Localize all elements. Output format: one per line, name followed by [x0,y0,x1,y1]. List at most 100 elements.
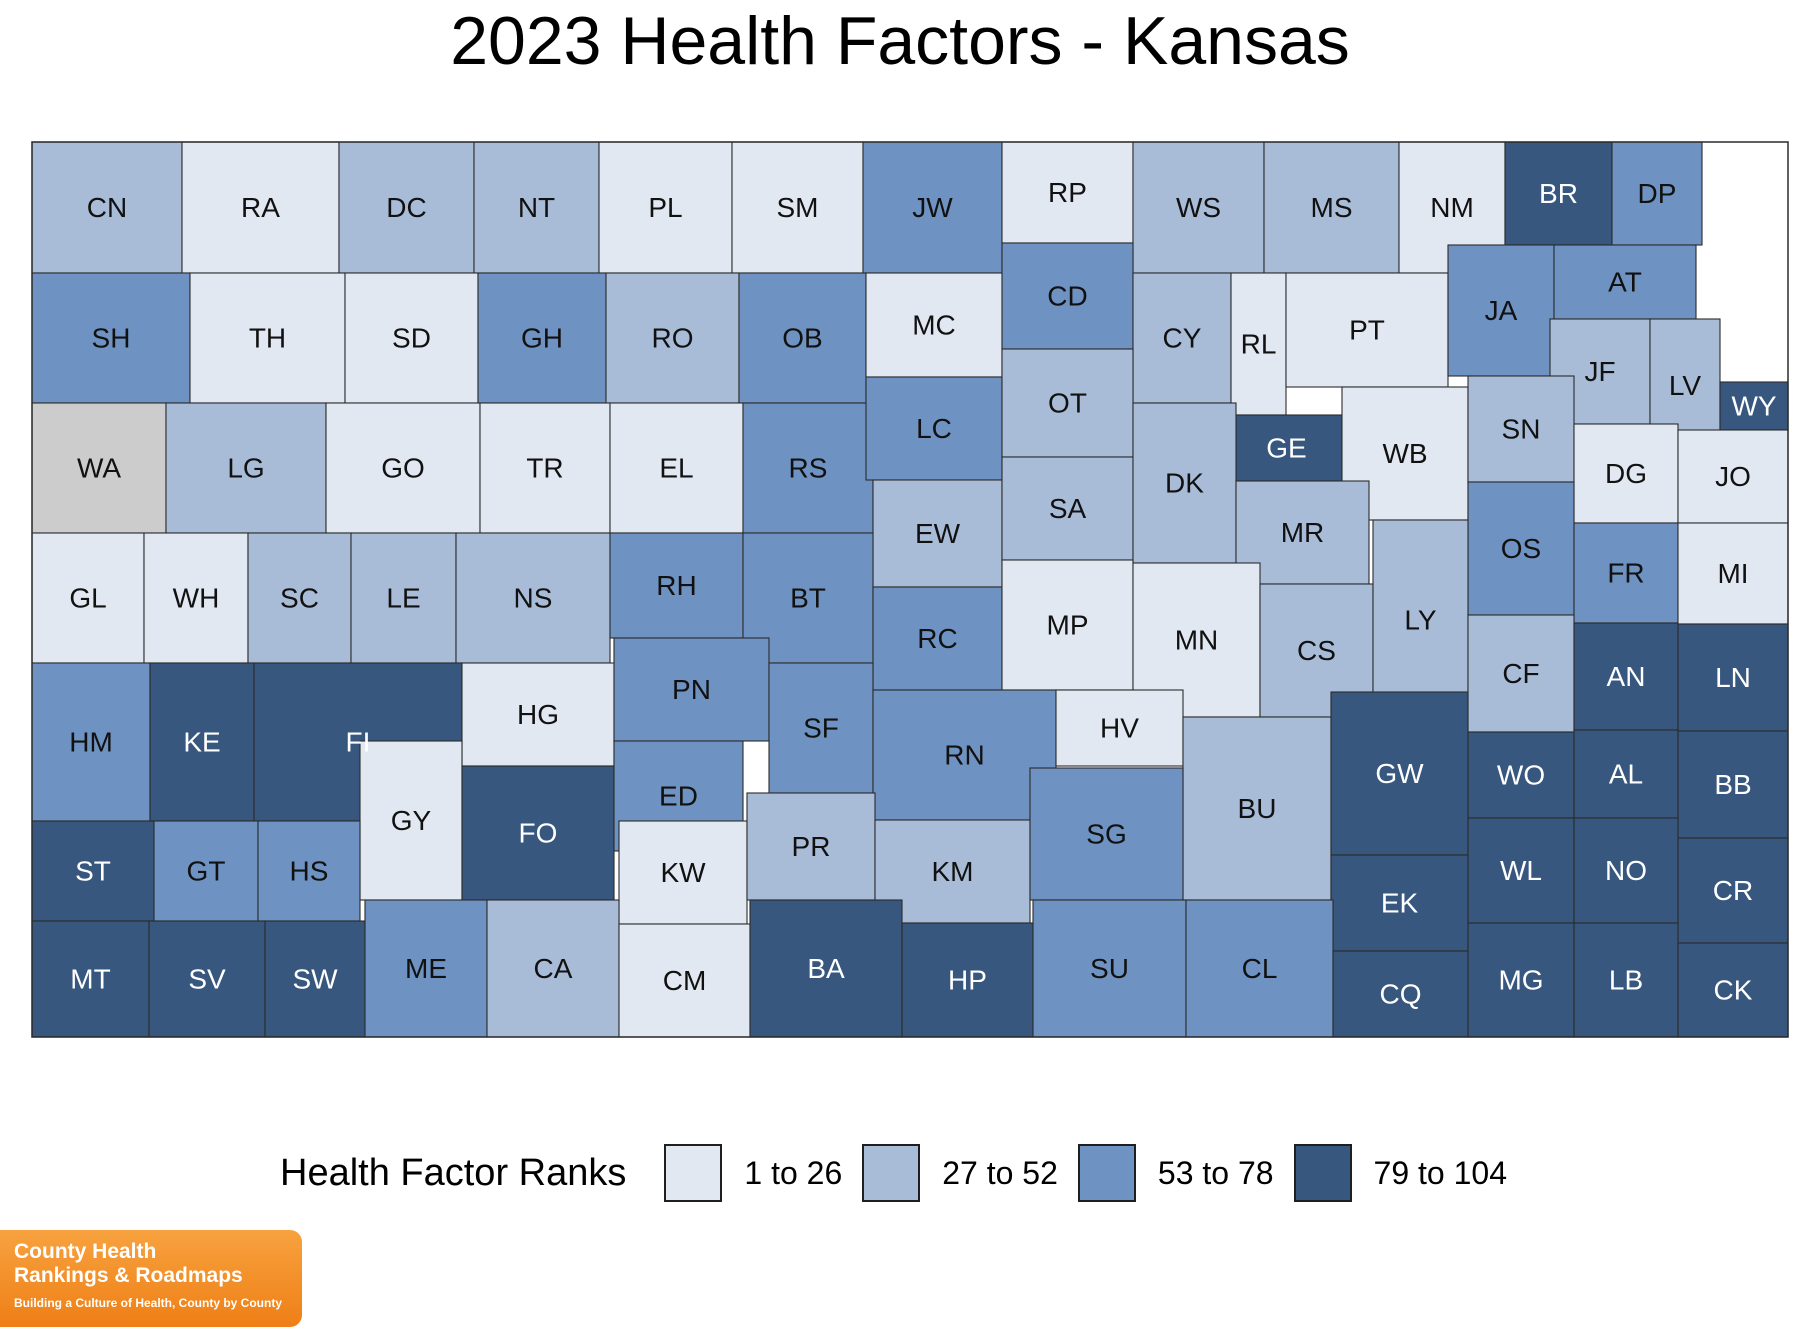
county-label-dc: DC [386,192,426,223]
county-label-ca: CA [534,953,573,984]
county-fr [1573,522,1679,624]
county-label-cl: CL [1242,953,1278,984]
county-mg [1467,922,1575,1038]
county-label-km: KM [932,856,974,887]
county-label-sw: SW [292,964,338,995]
logo-line-1: County Health [14,1240,157,1263]
county-label-mg: MG [1498,965,1543,996]
county-label-ms: MS [1311,192,1353,223]
county-label-rp: RP [1048,177,1087,208]
county-dg [1573,423,1679,524]
county-label-cq: CQ [1380,979,1422,1010]
county-label-dg: DG [1605,458,1647,489]
county-cq [1332,950,1469,1038]
county-mp [1001,559,1134,691]
county-ob [738,272,867,404]
county-sw [264,920,366,1038]
county-label-cs: CS [1297,635,1336,666]
county-ew [872,479,1003,588]
county-hs [257,820,361,922]
county-ca [486,899,620,1038]
county-label-fr: FR [1607,558,1644,589]
county-an [1573,622,1679,731]
county-label-bb: BB [1714,769,1751,800]
county-label-rc: RC [917,623,957,654]
legend-label: 53 to 78 [1157,1154,1274,1191]
county-jw [862,141,1003,274]
county-label-pr: PR [792,831,831,862]
legend-item-tier-4: 79 to 104 [1293,1144,1507,1202]
county-health-rankings-logo: County Health Rankings & Roadmaps Buildi… [0,1230,302,1327]
county-label-sg: SG [1086,819,1126,850]
county-label-rl: RL [1241,329,1277,360]
logo-tagline: Building a Culture of Health, County by … [14,1296,282,1310]
legend-swatch [664,1144,723,1202]
county-su [1032,899,1187,1038]
county-label-br: BR [1539,178,1578,209]
county-label-lg: LG [227,453,264,484]
county-hg [461,662,615,767]
county-fo [461,765,615,901]
county-rp [1001,141,1134,244]
county-label-wa: WA [77,453,121,484]
county-nt [473,141,600,274]
county-ms [1263,141,1400,274]
county-label-mp: MP [1047,610,1089,641]
legend-item-tier-2: 27 to 52 [862,1144,1058,1202]
county-label-ro: RO [652,323,694,354]
county-label-cy: CY [1163,323,1202,354]
county-label-ob: OB [782,323,822,354]
county-label-ke: KE [183,727,220,758]
county-label-sm: SM [777,192,819,223]
county-pt [1285,272,1449,388]
county-kw [618,820,748,925]
legend-label: 79 to 104 [1373,1154,1507,1191]
county-label-wl: WL [1500,855,1542,886]
legend-title: Health Factor Ranks [280,1151,627,1194]
county-label-gh: GH [521,323,563,354]
county-dc [338,141,475,274]
county-at [1553,244,1697,320]
county-label-mn: MN [1175,625,1219,656]
county-label-ew: EW [915,518,961,549]
county-label-mt: MT [70,964,110,995]
county-ns [455,532,611,664]
county-label-ln: LN [1715,662,1751,693]
county-cr [1677,837,1789,944]
county-mt [31,920,150,1038]
county-label-pt: PT [1349,315,1385,346]
legend-label: 27 to 52 [942,1154,1058,1191]
county-wy [1719,381,1789,431]
county-label-wy: WY [1731,391,1776,422]
county-label-le: LE [386,583,420,614]
county-gy [359,740,463,901]
county-lg [165,402,327,534]
county-label-ly: LY [1404,605,1436,636]
county-pr [746,792,876,901]
county-gw [1330,691,1469,856]
county-label-bt: BT [790,583,826,614]
legend-swatch [1077,1144,1136,1202]
county-label-fo: FO [519,818,558,849]
county-al [1573,729,1679,819]
county-sa [1001,456,1134,561]
county-label-tr: TR [526,453,563,484]
county-wa [31,402,167,534]
county-label-wh: WH [173,583,220,614]
county-cf [1467,614,1575,733]
county-label-ba: BA [807,953,845,984]
county-label-lc: LC [916,413,952,444]
logo-line-2: Rankings & Roadmaps [14,1264,243,1287]
county-label-hv: HV [1100,713,1139,744]
county-label-cr: CR [1713,875,1753,906]
county-label-th: TH [249,323,286,354]
county-sd [344,272,479,404]
county-label-cm: CM [663,965,707,996]
county-label-ck: CK [1714,975,1753,1006]
county-label-st: ST [75,856,111,887]
county-label-dk: DK [1165,468,1204,499]
county-sh [31,272,191,404]
county-label-jo: JO [1715,461,1751,492]
county-mc [865,272,1003,378]
county-lc [865,376,1003,481]
